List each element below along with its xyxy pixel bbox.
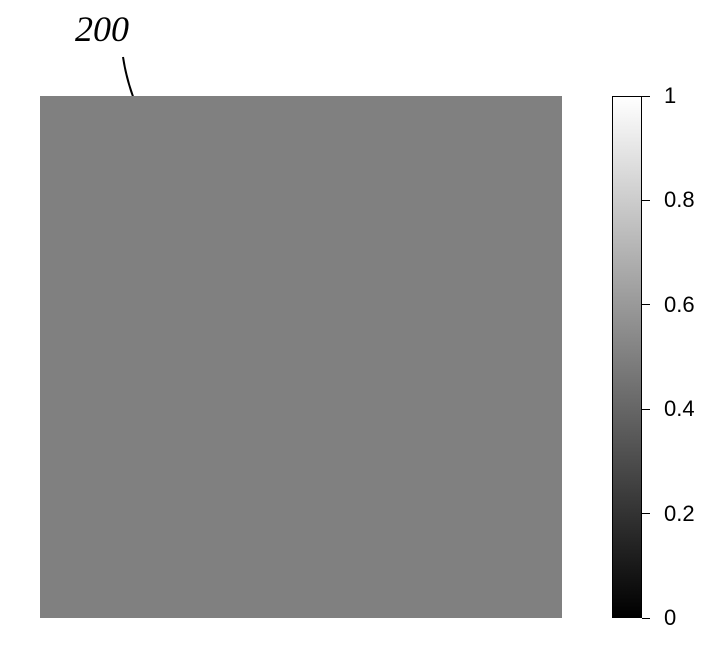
colorbar-tick xyxy=(642,513,650,514)
colorbar-tick xyxy=(642,409,650,410)
colorbar-tick xyxy=(642,304,650,305)
colorbar-tick xyxy=(642,200,650,201)
colorbar-tick-label: 0.6 xyxy=(664,292,695,318)
annotation-label: 200 xyxy=(75,8,129,50)
colorbar-tick-label: 0 xyxy=(664,605,676,631)
colorbar xyxy=(612,96,642,618)
colorbar-tick xyxy=(642,96,650,97)
colorbar-tick-label: 0.8 xyxy=(664,187,695,213)
colorbar-tick-label: 1 xyxy=(664,83,676,109)
colorbar-tick-label: 0.4 xyxy=(664,396,695,422)
colorbar-tick-label: 0.2 xyxy=(664,501,695,527)
colorbar-tick xyxy=(642,618,650,619)
colorbar-gradient xyxy=(612,96,642,618)
heatmap-plot xyxy=(40,96,562,618)
